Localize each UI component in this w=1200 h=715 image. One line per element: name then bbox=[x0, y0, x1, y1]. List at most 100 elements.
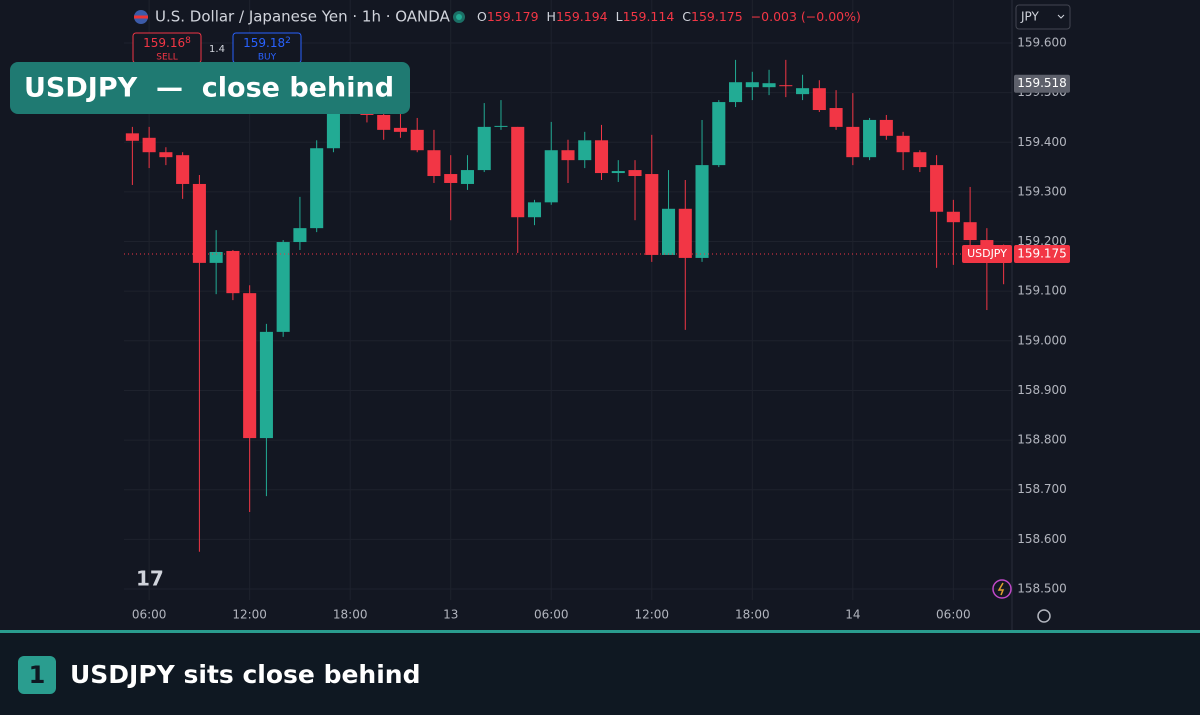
candle-body bbox=[762, 83, 776, 88]
candle-body bbox=[209, 251, 223, 263]
candle-body bbox=[913, 152, 927, 168]
candle-body bbox=[812, 88, 826, 111]
candle-body bbox=[645, 174, 659, 255]
buy-price: 159.182 bbox=[243, 36, 291, 50]
caption-text: USDJPY sits close behind bbox=[70, 660, 421, 689]
x-tick-label: 12:00 bbox=[634, 608, 669, 622]
ohlc-value: 159.114 bbox=[623, 9, 675, 24]
axis: 158.500 158.600 158.700 158.800 158.900 159.0… bbox=[132, 36, 1070, 622]
candle-body bbox=[930, 165, 944, 212]
y-tick-label: 159.600 bbox=[1017, 36, 1067, 50]
candle-body bbox=[896, 135, 910, 153]
overlay-text: USDJPY — close behind bbox=[24, 73, 394, 104]
x-tick-label: 18:00 bbox=[333, 608, 368, 622]
candle-body bbox=[544, 150, 558, 203]
candle-body bbox=[678, 208, 692, 258]
candle-body bbox=[846, 126, 860, 158]
candle-body bbox=[829, 108, 843, 127]
caption-number: 1 bbox=[29, 661, 46, 689]
candle-body bbox=[796, 88, 810, 95]
symbol-title: U.S. Dollar / Japanese Yen · 1h · OANDA bbox=[155, 8, 451, 26]
y-tick-label: 158.800 bbox=[1017, 433, 1067, 447]
ohlc: O159.179 H159.194 L159.114 C159.175 −0.0… bbox=[477, 9, 861, 24]
spread: 1.4 bbox=[209, 44, 225, 55]
y-tick-label: 159.000 bbox=[1017, 333, 1067, 347]
symbol-tag bbox=[962, 244, 1012, 263]
candle-body bbox=[963, 222, 977, 241]
candle-body bbox=[594, 140, 609, 174]
candle-body bbox=[326, 105, 340, 149]
caption-rule bbox=[0, 630, 1200, 633]
y-tick-label: 159.200 bbox=[1017, 234, 1067, 248]
candle-body bbox=[729, 82, 743, 103]
y-tick-label: 159.100 bbox=[1017, 284, 1067, 298]
ohlc-value: 159.179 bbox=[487, 9, 539, 24]
candle-body bbox=[226, 250, 240, 294]
currency: JPY bbox=[1020, 10, 1040, 24]
sell-price: 159.168 bbox=[143, 36, 191, 50]
buy-label: BUY bbox=[258, 53, 277, 63]
ohlc-letter: O bbox=[477, 9, 487, 24]
buy-button[interactable]: 159.182 BUY bbox=[232, 32, 302, 64]
y-tick-label: 158.500 bbox=[1017, 581, 1067, 595]
candle-body bbox=[444, 174, 458, 183]
sell-label: SELL bbox=[156, 53, 177, 63]
sell-digit: 8 bbox=[185, 36, 191, 46]
y-tick-label: 158.900 bbox=[1017, 383, 1067, 397]
ohlc-change: −0.003 (−0.00%) bbox=[751, 9, 861, 24]
candle-body bbox=[410, 129, 424, 151]
buy-main: 159.18 bbox=[243, 36, 285, 50]
caption-bg bbox=[0, 632, 1200, 715]
overlay-box bbox=[10, 62, 410, 114]
symbol-tag-text: USDJPY bbox=[967, 247, 1007, 260]
x-tick-label: 06:00 bbox=[936, 608, 971, 622]
y-tick-label: 158.600 bbox=[1017, 532, 1067, 546]
candle-body bbox=[460, 170, 475, 184]
ohlc-value: 159.175 bbox=[691, 9, 743, 24]
last-price-tag bbox=[1014, 244, 1070, 263]
candle-body bbox=[561, 150, 575, 161]
ohlc-letter: H bbox=[547, 9, 556, 24]
candle-body bbox=[125, 133, 139, 141]
candle-body bbox=[946, 211, 960, 223]
candle-body bbox=[511, 126, 525, 218]
marker-tag bbox=[1014, 74, 1070, 93]
x-tick-label: 06:00 bbox=[132, 608, 167, 622]
y-tick-label: 159.400 bbox=[1017, 135, 1067, 149]
x-tick-label: 18:00 bbox=[735, 608, 770, 622]
logo: 17 bbox=[136, 567, 164, 591]
candle-body bbox=[611, 171, 625, 174]
candle-body bbox=[527, 202, 542, 218]
currency-dropdown[interactable]: JPY bbox=[1015, 4, 1071, 30]
dropdown-arrow bbox=[1057, 14, 1065, 19]
candle-body bbox=[477, 126, 491, 171]
alert-icon[interactable] bbox=[992, 579, 1012, 599]
candle-body bbox=[628, 170, 642, 177]
x-tick-label: 14 bbox=[845, 608, 860, 622]
candle-body bbox=[142, 137, 156, 153]
candle-body bbox=[192, 183, 206, 263]
x-tick-label: 12:00 bbox=[232, 608, 267, 622]
candle-body bbox=[863, 119, 877, 158]
alert-bolt bbox=[997, 582, 1005, 596]
candle-body bbox=[879, 119, 893, 136]
candle-body bbox=[159, 152, 173, 158]
candle-body bbox=[176, 155, 190, 184]
status-dot-core bbox=[456, 14, 462, 20]
settings-icon[interactable] bbox=[1037, 609, 1051, 623]
x-tick-label: 06:00 bbox=[534, 608, 569, 622]
ohlc-value: 159.194 bbox=[556, 9, 608, 24]
candle-body bbox=[695, 165, 709, 258]
ohlc-letter: L bbox=[616, 9, 623, 24]
sell-main: 159.16 bbox=[143, 36, 185, 50]
candle-body bbox=[745, 82, 759, 88]
candle-body bbox=[393, 127, 407, 132]
sell-button[interactable]: 159.168 SELL bbox=[132, 32, 202, 64]
x-tick-label: 13 bbox=[443, 608, 458, 622]
candle-body bbox=[310, 148, 324, 229]
y-tick-label: 158.700 bbox=[1017, 482, 1067, 496]
dropdown-box bbox=[1015, 4, 1071, 30]
candle-body bbox=[494, 125, 508, 127]
